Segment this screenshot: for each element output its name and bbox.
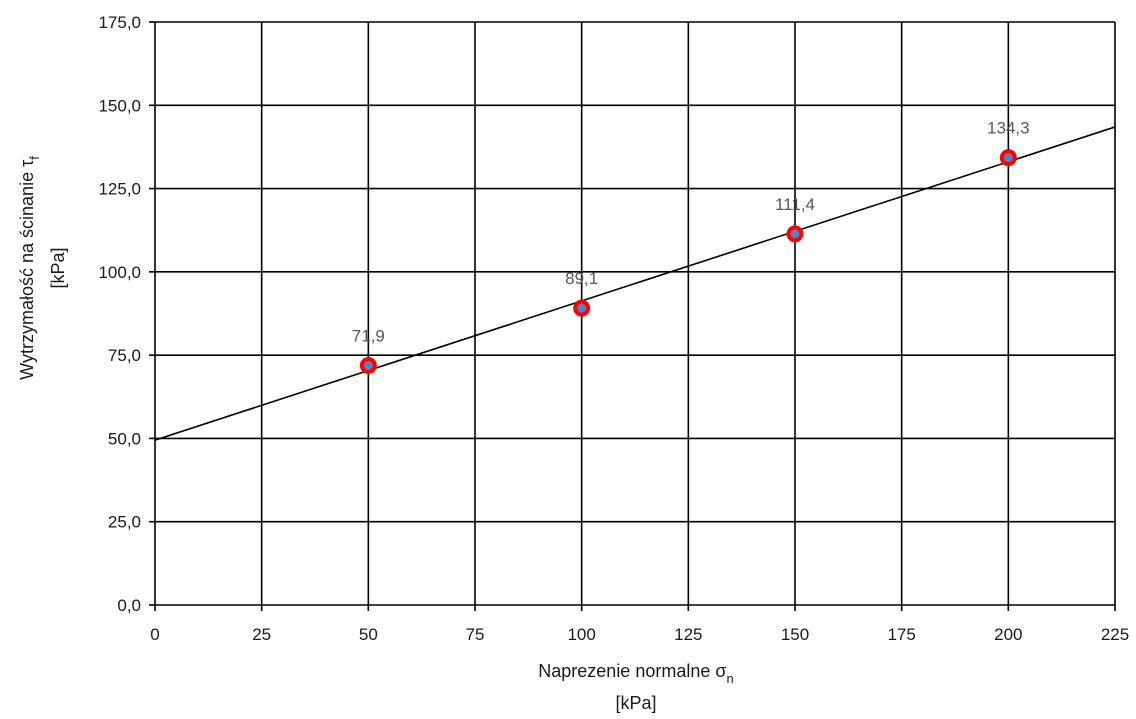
data-point <box>573 299 591 317</box>
x-tick-label: 150 <box>781 625 809 644</box>
data-label: 89,1 <box>565 269 598 288</box>
data-labels: 71,9 89,1 111,4 134,3 <box>352 119 1030 346</box>
x-tick-label: 100 <box>567 625 595 644</box>
x-tick-label: 0 <box>150 625 159 644</box>
x-tick-label: 225 <box>1101 625 1129 644</box>
x-tick-label: 25 <box>252 625 271 644</box>
y-tick-label: 100,0 <box>98 263 141 282</box>
x-tick-label: 75 <box>466 625 485 644</box>
data-label: 111,4 <box>775 195 815 214</box>
y-tick-label: 0,0 <box>117 596 141 615</box>
y-tick-label: 175,0 <box>98 13 141 32</box>
data-label: 134,3 <box>987 119 1030 138</box>
y-tick-label: 150,0 <box>98 96 141 115</box>
x-tick-label: 50 <box>359 625 378 644</box>
y-axis-unit: [kPa] <box>48 247 68 288</box>
y-tick-label: 125,0 <box>98 180 141 199</box>
data-point <box>786 225 804 243</box>
data-points <box>359 149 1017 374</box>
y-tick-label: 50,0 <box>108 429 141 448</box>
y-tick-label: 75,0 <box>108 346 141 365</box>
data-point <box>359 356 377 374</box>
y-axis-title: Wytrzymałość na ścinanie τf <box>17 156 42 380</box>
data-label: 71,9 <box>352 326 385 345</box>
x-axis-unit: [kPa] <box>615 693 656 713</box>
axes <box>149 21 1116 611</box>
tick-labels: 0 25 50 75 100 125 150 175 200 225 0,0 25,0 50,0 75,0… <box>98 13 1129 644</box>
data-point <box>999 149 1017 167</box>
x-tick-label: 175 <box>887 625 915 644</box>
x-axis-title: Naprezenie normalne σn <box>538 661 733 686</box>
x-tick-label: 125 <box>674 625 702 644</box>
y-tick-label: 25,0 <box>108 513 141 532</box>
x-tick-label: 200 <box>994 625 1022 644</box>
trendline <box>154 126 1116 441</box>
trendline-group <box>154 126 1116 441</box>
grid <box>155 21 1116 605</box>
